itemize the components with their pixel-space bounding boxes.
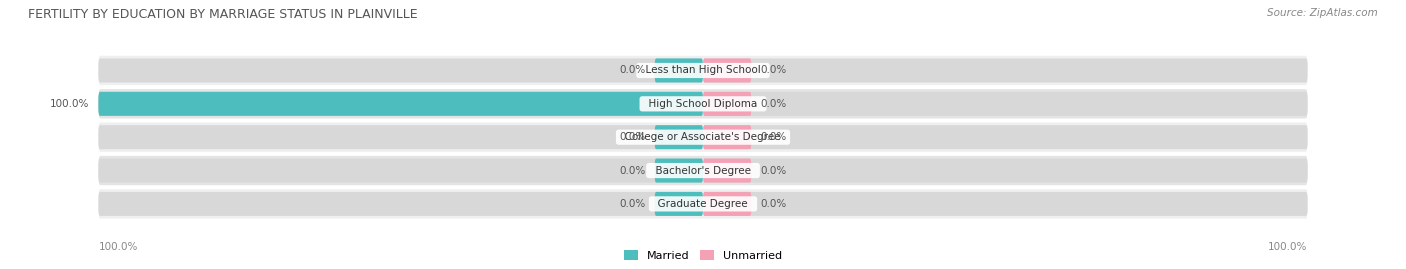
FancyBboxPatch shape <box>655 192 703 216</box>
FancyBboxPatch shape <box>655 125 703 149</box>
Text: 0.0%: 0.0% <box>619 65 645 76</box>
FancyBboxPatch shape <box>655 58 703 83</box>
Text: Less than High School: Less than High School <box>638 65 768 76</box>
Text: High School Diploma: High School Diploma <box>643 99 763 109</box>
Text: Source: ZipAtlas.com: Source: ZipAtlas.com <box>1267 8 1378 18</box>
FancyBboxPatch shape <box>98 156 1308 185</box>
FancyBboxPatch shape <box>703 92 751 116</box>
Text: Graduate Degree: Graduate Degree <box>651 199 755 209</box>
FancyBboxPatch shape <box>98 158 703 183</box>
FancyBboxPatch shape <box>98 58 703 83</box>
Text: 0.0%: 0.0% <box>761 99 787 109</box>
FancyBboxPatch shape <box>98 56 1308 85</box>
FancyBboxPatch shape <box>703 58 1308 83</box>
Text: 0.0%: 0.0% <box>619 132 645 142</box>
Text: 100.0%: 100.0% <box>98 242 138 252</box>
FancyBboxPatch shape <box>98 92 703 116</box>
FancyBboxPatch shape <box>98 122 1308 152</box>
FancyBboxPatch shape <box>703 192 1308 216</box>
Text: 0.0%: 0.0% <box>761 165 787 176</box>
FancyBboxPatch shape <box>703 158 751 183</box>
FancyBboxPatch shape <box>98 189 1308 219</box>
FancyBboxPatch shape <box>98 92 703 116</box>
Text: 100.0%: 100.0% <box>51 99 90 109</box>
FancyBboxPatch shape <box>655 158 703 183</box>
Text: FERTILITY BY EDUCATION BY MARRIAGE STATUS IN PLAINVILLE: FERTILITY BY EDUCATION BY MARRIAGE STATU… <box>28 8 418 21</box>
FancyBboxPatch shape <box>98 192 703 216</box>
Legend: Married, Unmarried: Married, Unmarried <box>624 250 782 261</box>
FancyBboxPatch shape <box>703 125 1308 149</box>
Text: 0.0%: 0.0% <box>619 165 645 176</box>
Text: 0.0%: 0.0% <box>761 132 787 142</box>
FancyBboxPatch shape <box>98 89 1308 119</box>
Text: 0.0%: 0.0% <box>761 65 787 76</box>
FancyBboxPatch shape <box>703 125 751 149</box>
FancyBboxPatch shape <box>703 158 1308 183</box>
Text: College or Associate's Degree: College or Associate's Degree <box>619 132 787 142</box>
Text: Bachelor's Degree: Bachelor's Degree <box>648 165 758 176</box>
FancyBboxPatch shape <box>703 58 751 83</box>
Text: 100.0%: 100.0% <box>1268 242 1308 252</box>
FancyBboxPatch shape <box>98 125 703 149</box>
FancyBboxPatch shape <box>703 192 751 216</box>
Text: 0.0%: 0.0% <box>761 199 787 209</box>
Text: 0.0%: 0.0% <box>619 199 645 209</box>
FancyBboxPatch shape <box>703 92 1308 116</box>
